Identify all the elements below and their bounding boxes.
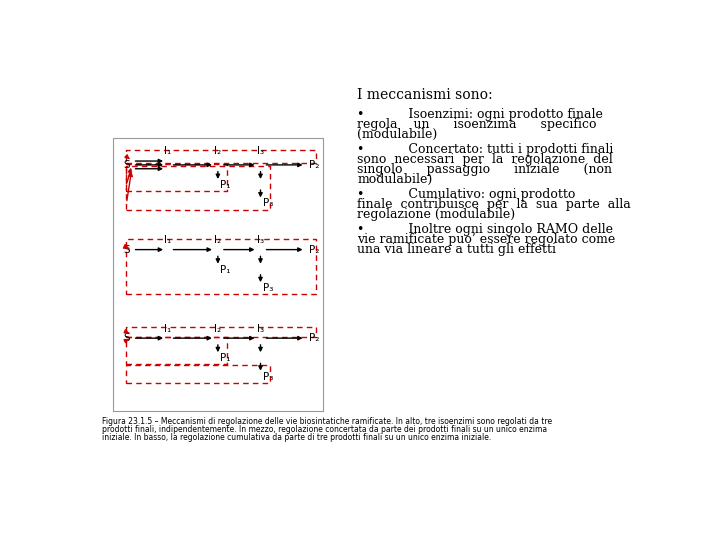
Text: P₃: P₃ [263, 198, 273, 208]
Text: I₃: I₃ [257, 146, 264, 157]
Text: •           Cumulativo: ogni prodotto: • Cumulativo: ogni prodotto [357, 188, 576, 201]
Text: P₂: P₂ [310, 245, 320, 254]
Text: I₂: I₂ [215, 323, 222, 334]
Text: Figura 23.1.5 – Meccanismi di regolazione delle vie biosintatiche ramificate. In: Figura 23.1.5 – Meccanismi di regolazion… [102, 417, 552, 427]
Text: finale  contribuisce  per  la  sua  parte  alla: finale contribuisce per la sua parte all… [357, 198, 631, 211]
Text: •           Inoltre ogni singolo RAMO delle: • Inoltre ogni singolo RAMO delle [357, 223, 613, 236]
Text: I₂: I₂ [215, 235, 222, 245]
Text: regola    un      isoenzima      specifico: regola un isoenzima specifico [357, 118, 597, 131]
Text: P₃: P₃ [263, 283, 273, 293]
Text: sono  necessari  per  la  regolazione  del: sono necessari per la regolazione del [357, 153, 613, 166]
Text: I₁: I₁ [164, 235, 171, 245]
Text: P₁: P₁ [220, 265, 230, 275]
Text: •           Concertato: tutti i prodotti finali: • Concertato: tutti i prodotti finali [357, 143, 613, 156]
Text: iniziale. In basso, la regolazione cumulativa da parte di tre prodotti finali su: iniziale. In basso, la regolazione cumul… [102, 433, 491, 442]
Text: I₁: I₁ [164, 323, 171, 334]
Text: I meccanismi sono:: I meccanismi sono: [357, 88, 493, 102]
Text: •           Isoenzimi: ogni prodotto finale: • Isoenzimi: ogni prodotto finale [357, 108, 603, 121]
Text: una via lineare a tutti gli effetti: una via lineare a tutti gli effetti [357, 243, 557, 256]
Text: I₃: I₃ [257, 323, 264, 334]
Text: (modulabile): (modulabile) [357, 128, 438, 141]
Text: modulabile): modulabile) [357, 173, 433, 186]
Text: vie ramificate puo’ essere regolato come: vie ramificate puo’ essere regolato come [357, 233, 616, 246]
Text: P₂: P₂ [310, 333, 320, 343]
Text: P₁: P₁ [220, 180, 230, 190]
Text: I₃: I₃ [257, 235, 264, 245]
Text: P₁: P₁ [220, 353, 230, 363]
Text: I₂: I₂ [215, 146, 222, 157]
Text: singolo      passaggio      iniziale      (non: singolo passaggio iniziale (non [357, 163, 613, 176]
Text: P₃: P₃ [263, 372, 273, 382]
Text: prodotti finali, indipendentemente. In mezzo, regolazione concertata da parte de: prodotti finali, indipendentemente. In m… [102, 425, 546, 434]
Text: I₁: I₁ [164, 146, 171, 157]
Text: P₂: P₂ [310, 160, 320, 170]
Text: S: S [123, 245, 130, 254]
Text: regolazione (modulabile): regolazione (modulabile) [357, 208, 516, 221]
Text: S: S [123, 333, 130, 343]
Text: S: S [123, 160, 130, 170]
